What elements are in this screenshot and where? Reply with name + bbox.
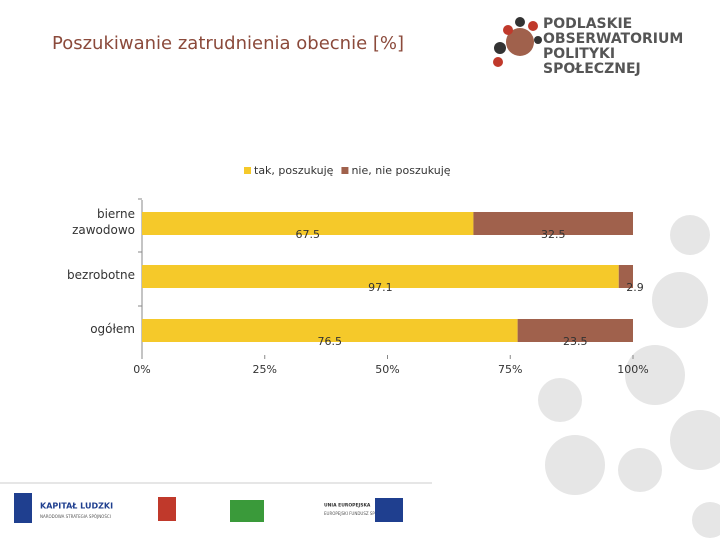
value-label: 97.1 (368, 281, 393, 294)
footer-text: EUROPEJSKI FUNDUSZ SPOŁECZNY (324, 511, 394, 516)
logo-mark (493, 17, 542, 67)
category-label: ogółem (90, 322, 135, 336)
value-label: 23.5 (563, 335, 588, 348)
legend-label: nie, nie poszukuję (351, 164, 450, 177)
x-tick-label: 25% (253, 363, 277, 376)
bar-segment (142, 319, 518, 342)
decoration (538, 215, 720, 538)
logo-text: SPOŁECZNEJ (543, 61, 641, 77)
x-tick-label: 0% (133, 363, 150, 376)
bar-segment (142, 212, 474, 235)
footer-text: UNIA EUROPEJSKA (324, 503, 371, 509)
footer-text: KAPITAŁ LUDZKI (40, 502, 113, 511)
legend-swatch (244, 167, 251, 174)
value-label: 76.5 (318, 335, 343, 348)
bar-segment (142, 265, 619, 288)
category-label: bierne zawodowo (72, 207, 135, 237)
value-label: 2.9 (626, 281, 644, 294)
category-label: bezrobotne (67, 268, 135, 282)
footer-logos: KAPITAŁ LUDZKI NARODOWA STRATEGIA SPÓJNO… (14, 493, 403, 523)
chart-title: Poszukiwanie zatrudnienia obecnie [%] (52, 33, 404, 54)
logo-text: OBSERWATORIUM (543, 31, 683, 47)
bar-segment (473, 212, 633, 235)
legend-swatch (341, 167, 349, 174)
logo-text: POLITYKI (543, 46, 615, 62)
x-tick-label: 100% (617, 363, 648, 376)
value-label: 32.5 (541, 228, 566, 241)
legend-label: tak, poszukuję (254, 164, 334, 177)
x-tick-label: 75% (498, 363, 522, 376)
bar-segment (618, 265, 633, 288)
bar-segment (517, 319, 633, 342)
logo-text: PODLASKIE (543, 16, 632, 32)
footer-text: NARODOWA STRATEGIA SPÓJNOŚCI (40, 514, 111, 519)
value-label: 67.5 (295, 228, 320, 241)
x-tick-label: 50% (375, 363, 399, 376)
